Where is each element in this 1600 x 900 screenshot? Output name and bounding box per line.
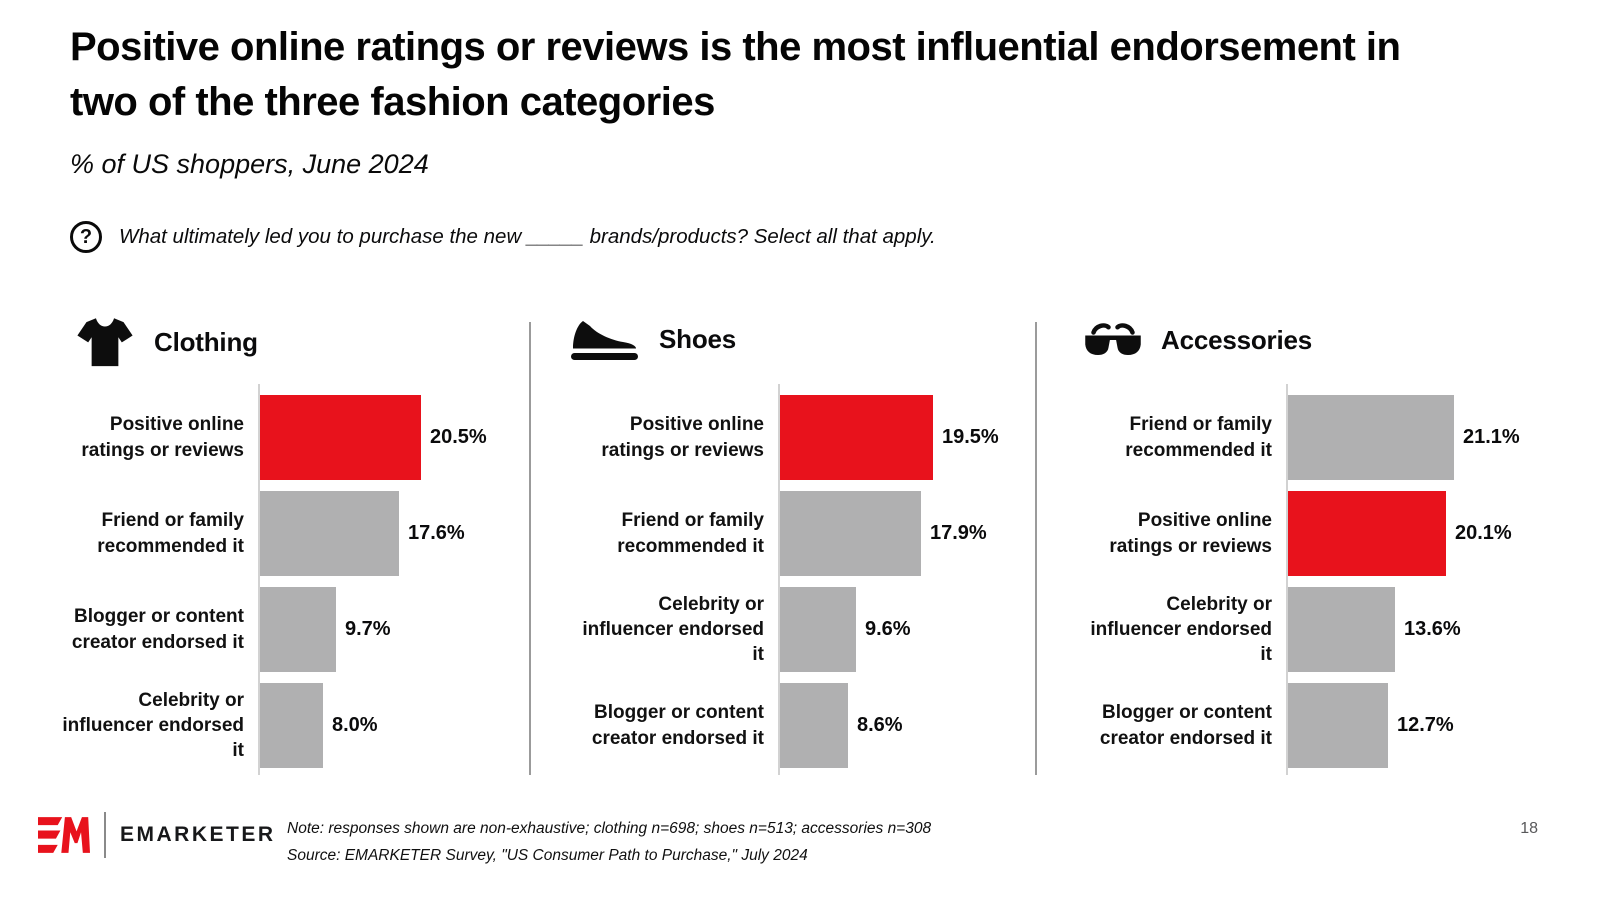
bar bbox=[1288, 395, 1454, 480]
bar-rows: Positive online ratings or reviews 20.5%… bbox=[62, 395, 529, 779]
bar-row-label: Celebrity or influencer endorsed it bbox=[582, 593, 764, 666]
emarketer-logo-mark bbox=[38, 816, 90, 854]
panel-header: Clothing bbox=[74, 317, 258, 367]
bar bbox=[260, 683, 323, 768]
page-title: Positive online ratings or reviews is th… bbox=[70, 25, 1401, 125]
bar-value-label: 21.1% bbox=[1463, 426, 1520, 448]
bar-row: Celebrity or influencer endorsed it 13.6… bbox=[1037, 587, 1540, 672]
bar-row-label: Blogger or content creator endorsed it bbox=[591, 702, 764, 749]
bar-row-label: Friend or family recommended it bbox=[1125, 414, 1272, 461]
bar bbox=[1288, 491, 1446, 576]
axis-line bbox=[778, 384, 780, 775]
tshirt-icon bbox=[74, 317, 136, 367]
bar-row-label: Celebrity or influencer endorsed it bbox=[62, 689, 244, 762]
bar-value-label: 20.5% bbox=[430, 426, 487, 448]
bar-row-label: Friend or family recommended it bbox=[97, 510, 244, 557]
source-text: Source: EMARKETER Survey, "US Consumer P… bbox=[287, 847, 808, 865]
bar bbox=[260, 587, 336, 672]
bar-row: Friend or family recommended it 17.6% bbox=[70, 491, 529, 576]
question-mark-icon: ? bbox=[70, 221, 102, 253]
bar-row: Blogger or content creator endorsed it 8… bbox=[531, 683, 1035, 768]
chart-subtitle: % of US shoppers, June 2024 bbox=[70, 149, 429, 179]
bar bbox=[260, 491, 399, 576]
bar-rows: Positive online ratings or reviews 19.5%… bbox=[531, 395, 1035, 779]
category-label: Shoes bbox=[659, 323, 737, 354]
bar bbox=[260, 395, 421, 480]
page-number: 18 bbox=[1520, 820, 1538, 837]
bar-row-label: Positive online ratings or reviews bbox=[1109, 510, 1272, 557]
bar-value-label: 20.1% bbox=[1455, 522, 1512, 544]
bar-value-label: 9.7% bbox=[345, 618, 391, 640]
bar-row: Positive online ratings or reviews 20.1% bbox=[1037, 491, 1540, 576]
bar-value-label: 8.0% bbox=[332, 714, 378, 736]
panel-accessories: Accessories Friend or family recommended… bbox=[1037, 305, 1540, 785]
bar-row: Positive online ratings or reviews 20.5% bbox=[70, 395, 529, 480]
note-text: Note: responses shown are non-exhaustive… bbox=[287, 820, 932, 837]
axis-line bbox=[1286, 384, 1288, 775]
bar-value-label: 9.6% bbox=[865, 618, 911, 640]
bar bbox=[780, 683, 848, 768]
bar-value-label: 13.6% bbox=[1404, 618, 1461, 640]
bar-row-label: Celebrity or influencer endorsed it bbox=[1090, 593, 1272, 666]
bar-row-label: Blogger or content creator endorsed it bbox=[1099, 702, 1272, 749]
bar-row-label: Friend or family recommended it bbox=[617, 510, 764, 557]
bar-row: Celebrity or influencer endorsed it 9.6% bbox=[531, 587, 1035, 672]
sneaker-icon bbox=[567, 317, 641, 361]
bar-rows: Friend or family recommended it 21.1% Po… bbox=[1037, 395, 1540, 779]
bar-row: Positive online ratings or reviews 19.5% bbox=[531, 395, 1035, 480]
bar-row: Celebrity or influencer endorsed it 8.0% bbox=[62, 683, 529, 768]
survey-question: ? What ultimately led you to purchase th… bbox=[70, 221, 936, 253]
panel-header: Shoes bbox=[567, 317, 736, 361]
bar-value-label: 8.6% bbox=[857, 714, 903, 736]
axis-line bbox=[258, 384, 260, 775]
category-label: Accessories bbox=[1161, 324, 1313, 355]
chart-notes: Note: responses shown are non-exhaustive… bbox=[287, 815, 931, 869]
bar-value-label: 12.7% bbox=[1397, 714, 1454, 736]
bar-value-label: 17.9% bbox=[930, 522, 987, 544]
bar-row-label: Blogger or content creator endorsed it bbox=[71, 606, 244, 653]
bar-row: Blogger or content creator endorsed it 1… bbox=[1037, 683, 1540, 768]
logo-separator bbox=[104, 812, 106, 858]
bar bbox=[780, 395, 933, 480]
bar bbox=[780, 491, 921, 576]
bar-value-label: 17.6% bbox=[408, 522, 465, 544]
emarketer-logo-name: EMARKETER bbox=[120, 823, 276, 846]
bar-row-label: Positive online ratings or reviews bbox=[81, 414, 244, 461]
bar bbox=[780, 587, 856, 672]
bar-row: Blogger or content creator endorsed it 9… bbox=[70, 587, 529, 672]
bar-row: Friend or family recommended it 17.9% bbox=[531, 491, 1035, 576]
bar-row: Friend or family recommended it 21.1% bbox=[1037, 395, 1540, 480]
panel-divider bbox=[1035, 322, 1037, 775]
bar-row-label: Positive online ratings or reviews bbox=[601, 414, 764, 461]
bar bbox=[1288, 587, 1395, 672]
panel-shoes: Shoes Positive online ratings or reviews… bbox=[531, 305, 1035, 785]
bar-value-label: 19.5% bbox=[942, 426, 999, 448]
bar bbox=[1288, 683, 1388, 768]
emarketer-logo: EMARKETER bbox=[38, 812, 276, 858]
panel-header: Accessories bbox=[1083, 317, 1312, 363]
survey-question-text: What ultimately led you to purchase the … bbox=[119, 225, 936, 248]
sunglasses-icon bbox=[1083, 317, 1143, 363]
category-label: Clothing bbox=[154, 326, 258, 357]
panel-clothing: Clothing Positive online ratings or revi… bbox=[62, 305, 529, 785]
panel-divider bbox=[529, 322, 531, 775]
